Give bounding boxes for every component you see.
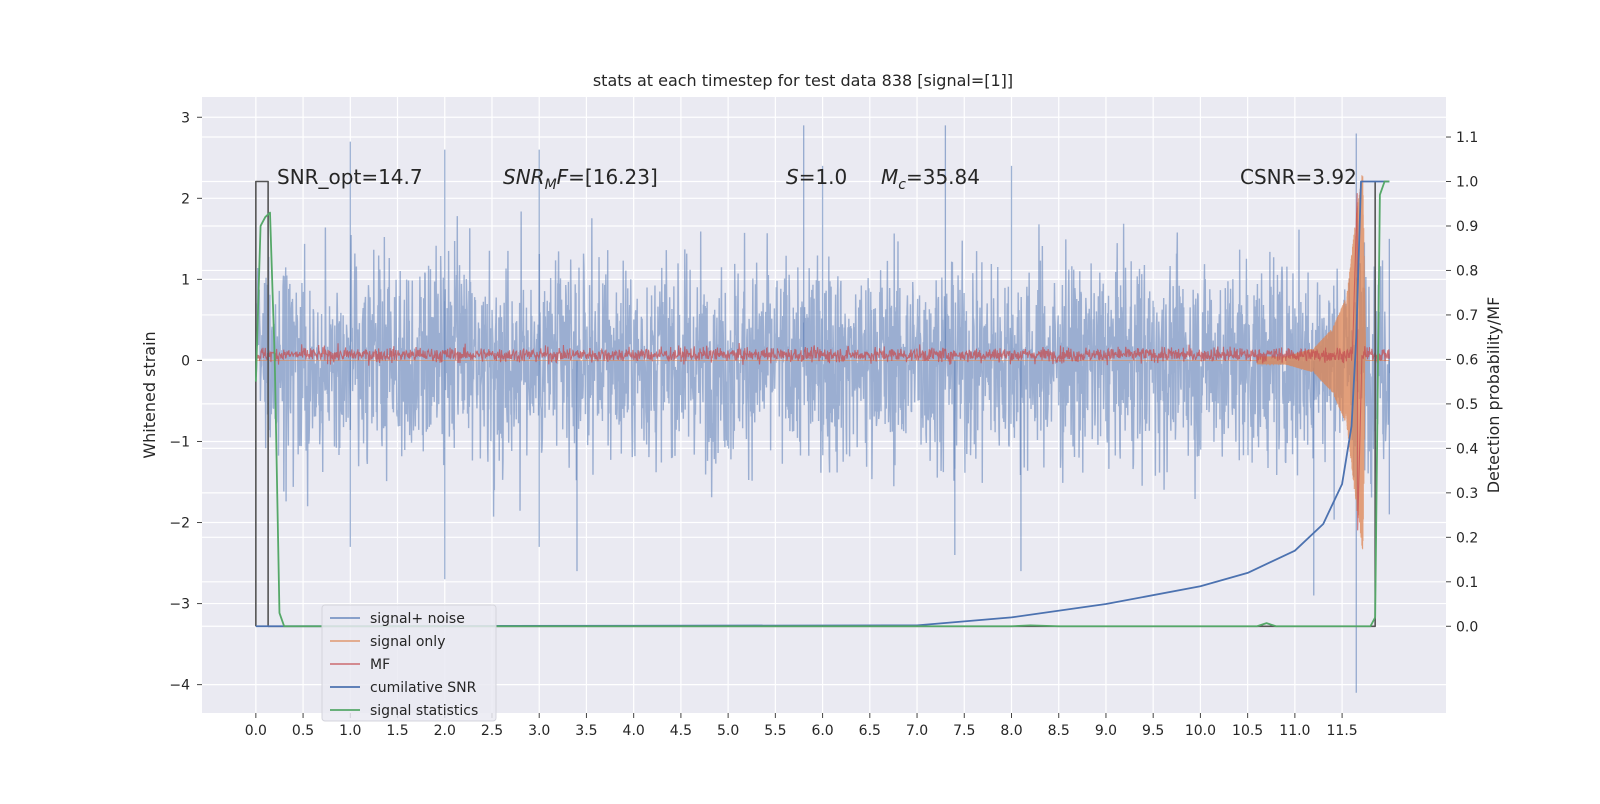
y-tick-label: −4 <box>169 678 190 694</box>
y2-tick-label: 0.8 <box>1456 263 1478 279</box>
x-tick-label: 5.0 <box>717 723 739 739</box>
annotation-mc-symbol: M <box>881 165 898 189</box>
annotation-mc-value: =35.84 <box>906 165 980 189</box>
y2-tick-label: 1.1 <box>1456 130 1478 146</box>
y2-tick-label: 0.5 <box>1456 397 1478 413</box>
legend: signal+ noise signal only MF cumilative SNR… <box>322 605 496 721</box>
y2-tick-label: 0.7 <box>1456 308 1478 324</box>
y-axis-label: Whitened strain <box>140 331 159 458</box>
annotation-snr-mf-value: =[16.23] <box>568 165 658 189</box>
x-tick-label: 4.0 <box>623 723 645 739</box>
y-tick-label: 0 <box>181 353 190 369</box>
x-tick-label: 1.0 <box>339 723 361 739</box>
x-tick-label: 0.0 <box>245 723 267 739</box>
y2-axis-label: Detection probability/MF <box>1484 297 1503 494</box>
y-tick-label: 1 <box>181 272 190 288</box>
x-tick-label: 1.5 <box>386 723 408 739</box>
y2-tick-label: 0.3 <box>1456 486 1478 502</box>
x-tick-label: 2.5 <box>481 723 503 739</box>
y2-tick-label: 1.0 <box>1456 175 1478 191</box>
y2-tick-label: 0.6 <box>1456 352 1478 368</box>
annotation-s-value: =1.0 <box>799 165 848 189</box>
y-tick-label: 3 <box>181 110 190 126</box>
x-tick-label: 7.5 <box>953 723 975 739</box>
y-tick-label: −1 <box>169 434 190 450</box>
x-tick-label: 3.5 <box>575 723 597 739</box>
annotation-mc: Mc=35.84 <box>881 165 980 193</box>
y2-tick-label: 0.0 <box>1456 619 1478 635</box>
x-tick-label: 11.5 <box>1327 723 1358 739</box>
x-tick-label: 0.5 <box>292 723 314 739</box>
x-tick-label: 8.0 <box>1000 723 1022 739</box>
x-tick-label: 10.0 <box>1185 723 1216 739</box>
x-tick-label: 4.5 <box>670 723 692 739</box>
legend-entry: signal+ noise <box>370 611 465 627</box>
y-tick-label: −3 <box>169 597 190 613</box>
y2-tick-label: 0.4 <box>1456 441 1478 457</box>
chart-title: stats at each timestep for test data 838… <box>593 71 1013 90</box>
x-tick-label: 7.0 <box>906 723 928 739</box>
x-tick-label: 6.5 <box>859 723 881 739</box>
x-tick-label: 2.0 <box>434 723 456 739</box>
annotation-snr-mf-symbol: SNR <box>503 165 545 189</box>
annotation-s: S=1.0 <box>786 165 847 189</box>
legend-entry: cumilative SNR <box>370 680 477 696</box>
annotation-s-symbol: S <box>786 165 799 189</box>
y2-tick-label: 0.1 <box>1456 575 1478 591</box>
legend-entry: signal only <box>370 634 445 650</box>
annotation-csnr: CSNR=3.92 <box>1240 165 1357 189</box>
x-tick-label: 9.5 <box>1142 723 1164 739</box>
y2-tick-label: 0.2 <box>1456 530 1478 546</box>
x-tick-label: 8.5 <box>1048 723 1070 739</box>
y2-tick-label: 0.9 <box>1456 219 1478 235</box>
x-tick-label: 10.5 <box>1232 723 1263 739</box>
legend-entry: MF <box>370 657 390 673</box>
x-tick-label: 3.0 <box>528 723 550 739</box>
x-tick-label: 6.0 <box>811 723 833 739</box>
legend-entry: signal statistics <box>370 703 478 719</box>
y-tick-label: −2 <box>169 516 190 532</box>
x-tick-label: 5.5 <box>764 723 786 739</box>
x-tick-label: 11.0 <box>1279 723 1310 739</box>
x-tick-label: 9.0 <box>1095 723 1117 739</box>
y-tick-label: 2 <box>181 191 190 207</box>
annotation-snr-mf: SNRMF=[16.23] <box>503 165 658 193</box>
annotation-snr-mf-symbol2: F <box>557 165 569 189</box>
annotation-snr-opt: SNR_opt=14.7 <box>277 165 423 189</box>
annotation-snr-mf-subscript: M <box>545 177 557 193</box>
